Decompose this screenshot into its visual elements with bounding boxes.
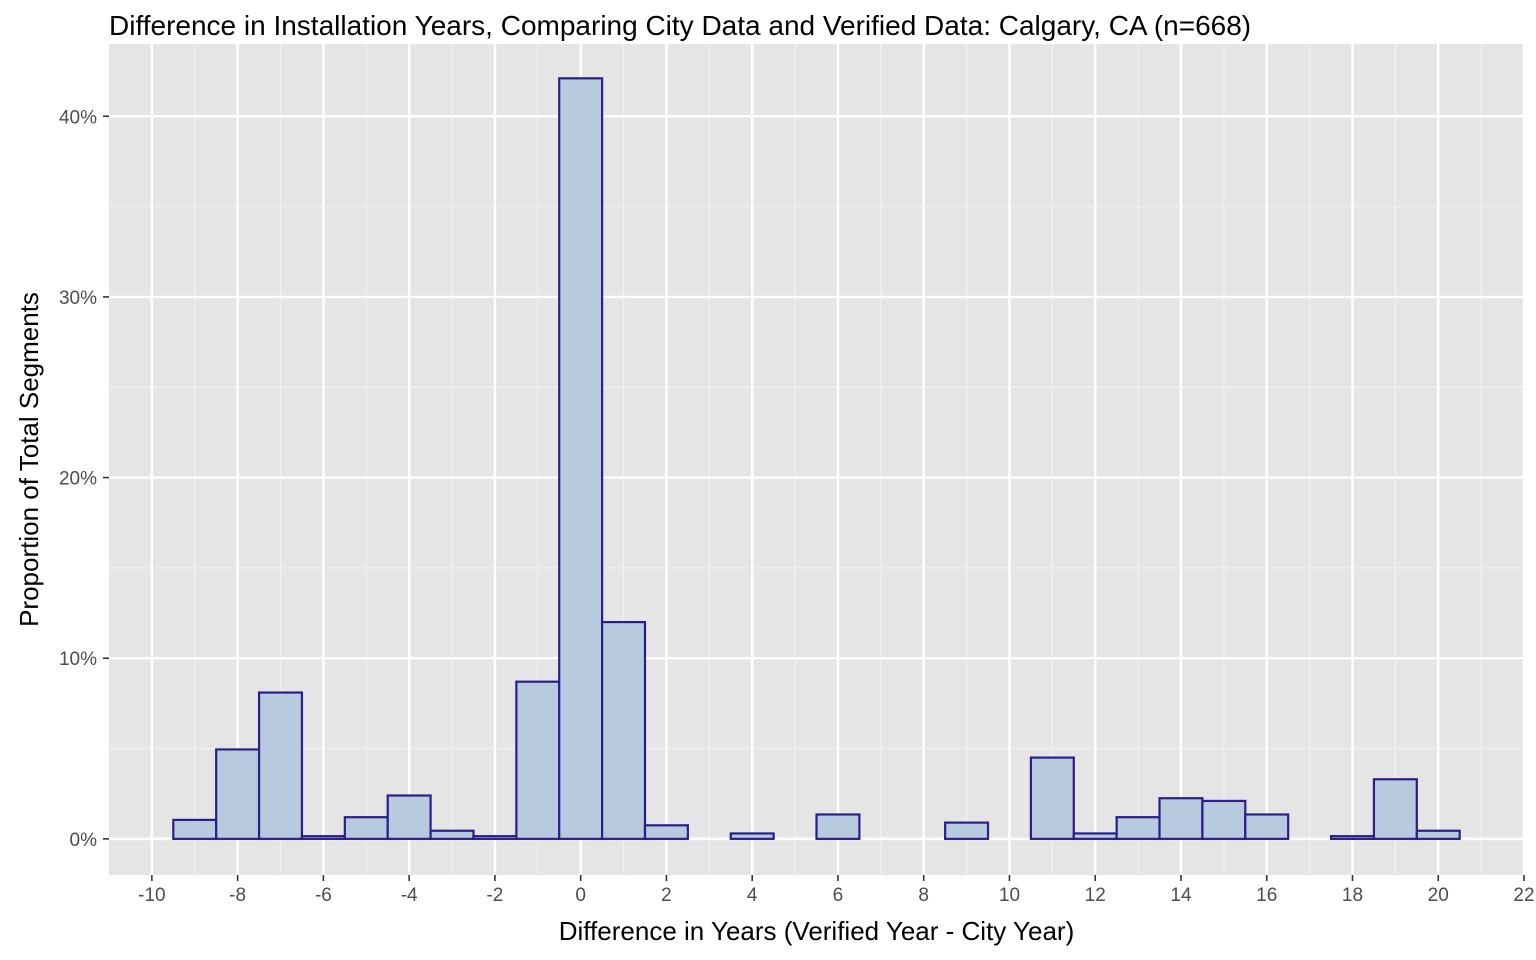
histogram-bar bbox=[1115, 816, 1161, 840]
x-axis: -10 -8 -6 -4 -2 0 2 4 6 8 10 12 14 16 18 20 22 bbox=[138, 875, 1535, 906]
histogram-bar bbox=[257, 691, 304, 840]
x-axis-title: Difference in Years (Verified Year - Cit… bbox=[559, 916, 1075, 946]
y-tick-label: 30% bbox=[59, 288, 97, 309]
y-axis: 0% 10% 20% 30% 40% bbox=[59, 107, 109, 851]
histogram-bar bbox=[558, 77, 604, 840]
y-tick-label: 0% bbox=[70, 830, 98, 851]
x-tick-label: -10 bbox=[138, 885, 165, 906]
x-tick-label: -2 bbox=[486, 885, 503, 906]
histogram-bar bbox=[1244, 813, 1290, 840]
minor-gridlines bbox=[109, 44, 1524, 875]
histogram-bar bbox=[429, 829, 475, 840]
x-tick-label: -8 bbox=[229, 885, 246, 906]
histogram-bar bbox=[300, 835, 346, 840]
x-tick-label: -4 bbox=[401, 885, 418, 906]
x-tick-label: 22 bbox=[1513, 885, 1534, 906]
histogram-bar bbox=[1201, 799, 1247, 840]
histogram-bar bbox=[1372, 778, 1418, 840]
histogram-bar bbox=[1415, 829, 1461, 840]
histogram-bar bbox=[1029, 756, 1075, 840]
histogram-bar bbox=[472, 835, 518, 840]
y-axis-title: Proportion of Total Segments bbox=[14, 292, 44, 627]
x-tick-label: 0 bbox=[575, 885, 586, 906]
x-tick-label: 14 bbox=[1170, 885, 1192, 906]
x-tick-label: 20 bbox=[1428, 885, 1449, 906]
x-tick-label: 4 bbox=[747, 885, 758, 906]
histogram-bar bbox=[815, 813, 861, 840]
histogram-bar bbox=[343, 816, 389, 840]
histogram-bar bbox=[215, 748, 261, 840]
histogram-bar bbox=[386, 794, 432, 840]
x-tick-label: -6 bbox=[315, 885, 332, 906]
y-tick-label: 40% bbox=[59, 107, 97, 128]
histogram-bar bbox=[1329, 835, 1376, 840]
x-tick-label: 6 bbox=[833, 885, 844, 906]
y-tick-label: 20% bbox=[59, 469, 97, 490]
chart-title: Difference in Installation Years, Compar… bbox=[109, 10, 1252, 41]
x-tick-label: 12 bbox=[1085, 885, 1106, 906]
histogram-bar bbox=[643, 824, 689, 840]
histogram-bar bbox=[944, 821, 990, 840]
plot-panel bbox=[109, 44, 1524, 875]
histogram-bar bbox=[601, 620, 647, 840]
histogram-bar bbox=[1072, 832, 1118, 840]
histogram-bar bbox=[729, 832, 775, 840]
x-tick-label: 10 bbox=[999, 885, 1020, 906]
x-tick-label: 16 bbox=[1256, 885, 1277, 906]
histogram-bar bbox=[172, 818, 218, 840]
x-tick-label: 18 bbox=[1342, 885, 1363, 906]
y-tick-label: 10% bbox=[59, 649, 97, 670]
x-tick-label: 2 bbox=[661, 885, 672, 906]
histogram-bar bbox=[515, 680, 561, 840]
x-tick-label: 8 bbox=[918, 885, 929, 906]
histogram-bar bbox=[1158, 797, 1204, 840]
histogram-bars bbox=[172, 77, 1461, 840]
